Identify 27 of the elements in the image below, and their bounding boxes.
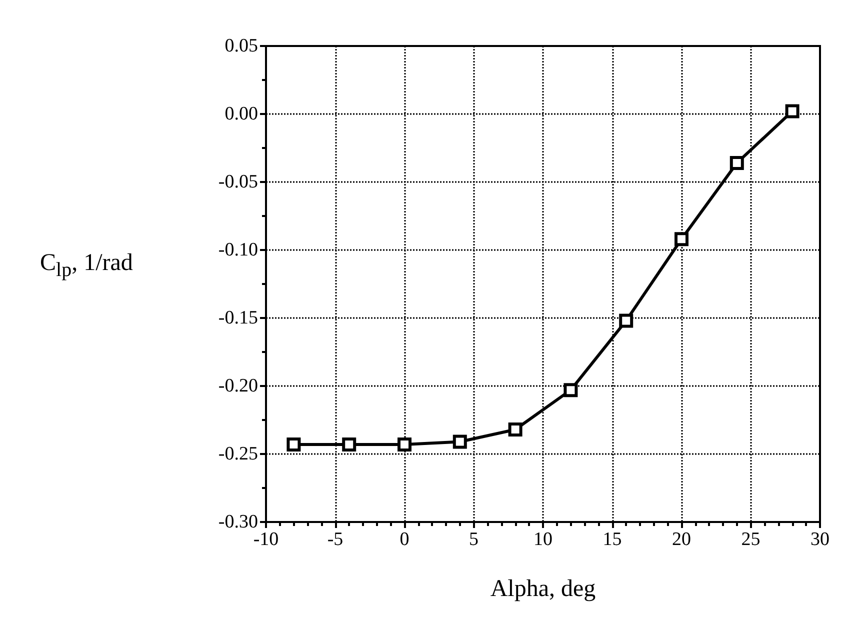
y-axis-title: C$_{lp}$, 1/rad [40, 250, 133, 282]
y-tick-label: -0.05 [218, 172, 258, 192]
x-tick-label: 30 [810, 529, 830, 550]
point [398, 437, 412, 452]
y-tick-label: -0.25 [218, 444, 258, 464]
y-tick-label: -0.20 [218, 376, 258, 396]
x-tick-label: 15 [602, 529, 622, 550]
point [674, 232, 688, 246]
point [785, 104, 800, 118]
x-axis-title: Alpha, deg [490, 576, 596, 602]
point [452, 434, 467, 449]
point [508, 422, 522, 437]
point [730, 156, 744, 170]
y-tick-label: 0.05 [224, 36, 258, 56]
x-tick-label: 20 [672, 529, 691, 550]
point [564, 383, 578, 398]
y-tick-label: 0.00 [224, 104, 258, 124]
point [286, 437, 301, 452]
point [619, 314, 634, 328]
point [342, 437, 356, 452]
x-tick-label: 0 [400, 529, 410, 550]
y-tick-label: -0.15 [218, 308, 258, 328]
x-tick-label: 10 [534, 529, 552, 550]
y-tick-label: -0.10 [218, 240, 258, 260]
x-tick-label: -5 [327, 529, 344, 550]
x-tick-label: 5 [469, 529, 478, 550]
x-tick-label: 25 [741, 529, 760, 550]
